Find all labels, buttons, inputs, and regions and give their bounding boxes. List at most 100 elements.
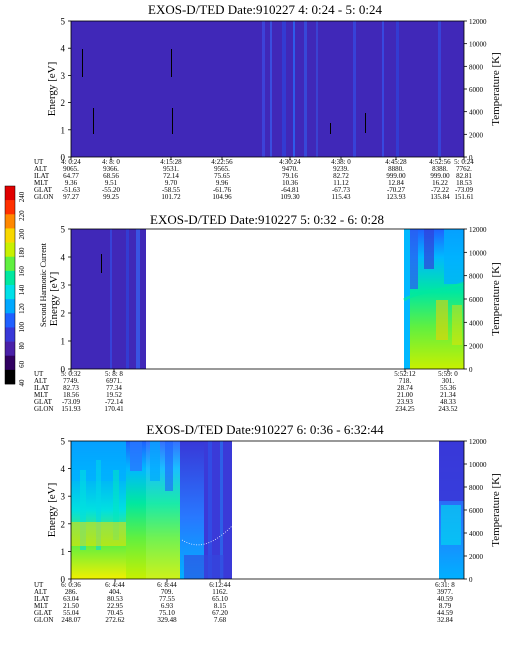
y2-tick-label: 12000 — [469, 226, 487, 234]
y-tick-label: 5 — [61, 225, 66, 235]
y2-tick-label: 4000 — [469, 109, 484, 117]
ephemeris-value-glat: -72.22 — [431, 186, 450, 194]
panel-1-streaks — [82, 21, 441, 157]
ephemeris-value-glat: -67.73 — [332, 186, 351, 194]
ephemeris-value-glat: 75.10 — [159, 609, 175, 617]
ephemeris-value-glat: 70.45 — [107, 609, 123, 617]
panel-3-data-right — [439, 441, 464, 579]
panel-2-left-streaks — [101, 229, 140, 369]
colorbar-tick-label: 100 — [18, 321, 26, 332]
ephemeris-value-ilat: 75.65 — [214, 172, 230, 180]
ephemeris-value-alt: 709. — [161, 588, 174, 596]
colorbar-tick-label: 140 — [18, 284, 26, 295]
ephemeris-value-glon: 248.07 — [61, 616, 81, 624]
colorbar-label: Second Harmonic Current — [39, 242, 48, 327]
y2-tick-label: 8000 — [469, 63, 484, 71]
colorbar: 40 60 80 100 120 140 160 180 200 220 240 Second Ha… — [4, 185, 48, 387]
panel-2-title: EXOS-D/TED Date:910227 5: 0:32 - 6: 0:28 — [150, 212, 384, 227]
ut-value: 4:30:24 — [279, 158, 301, 166]
ut-value: 4:52:56 — [429, 158, 451, 166]
y2-tick-label: 8000 — [469, 273, 484, 281]
colorbar-swatch — [5, 270, 15, 286]
ephemeris-value-glon: 123.93 — [386, 193, 406, 201]
ephemeris-value-mlt: 9.96 — [216, 179, 229, 187]
colorbar-tick-label: 40 — [18, 379, 26, 387]
ephemeris-value-glon: 151.61 — [454, 193, 474, 201]
panel-3-title: EXOS-D/TED Date:910227 6: 0:36 - 6:32:44 — [146, 422, 384, 437]
ephemeris-value-glon: 32.84 — [437, 616, 453, 624]
y2-tick-label: 6000 — [469, 86, 484, 94]
ut-value: 6:12:44 — [209, 581, 231, 589]
ephemeris-value-mlt: 21.00 — [397, 391, 413, 399]
panel-2-y-label: Energy [eV] — [48, 272, 60, 326]
y2-tick-label: 8000 — [469, 484, 484, 492]
y-tick-label: 5 — [61, 17, 66, 27]
ephemeris-row-label: ILAT — [34, 172, 50, 180]
ephemeris-row-label: ILAT — [34, 595, 50, 603]
ephemeris-value-ilat: 77.55 — [159, 595, 175, 603]
colorbar-swatch — [5, 355, 15, 371]
y-tick-label: 0 — [61, 575, 66, 585]
panel-3-y-label: Energy [eV] — [46, 483, 58, 537]
panel-2-x-axis — [70, 369, 449, 372]
y-tick-label: 1 — [61, 125, 66, 135]
ephemeris-value-ilat: 55.36 — [440, 384, 456, 392]
ephemeris-value-ilat: 40.59 — [437, 595, 453, 603]
colorbar-swatch — [5, 200, 15, 215]
ephemeris-value-glon: 109.30 — [280, 193, 300, 201]
ephemeris-value-glon: 329.48 — [157, 616, 177, 624]
ephemeris-value-alt: 404. — [109, 588, 122, 596]
ephemeris-value-ilat: 80.53 — [107, 595, 123, 603]
panel-1-plot-area — [71, 21, 464, 157]
ephemeris-value-alt: 8388. — [432, 165, 448, 173]
colorbar-swatch — [5, 242, 15, 258]
ephemeris-value-mlt: 9.70 — [165, 179, 178, 187]
y-tick-label: 0 — [61, 365, 66, 375]
y2-tick-label: 6000 — [469, 507, 484, 515]
colorbar-swatch — [5, 256, 15, 272]
panel-1: EXOS-D/TED Date:910227 4: 0:24 - 5: 0:24… — [34, 2, 502, 201]
panel-1-y-label: Energy [eV] — [46, 62, 58, 116]
ephemeris-row-label: GLAT — [34, 609, 53, 617]
colorbar-tick-label: 220 — [18, 210, 26, 221]
ephemeris-value-alt: 6971. — [106, 377, 122, 385]
ut-value: 4:45:28 — [385, 158, 407, 166]
ephemeris-value-ilat: 82.72 — [333, 172, 349, 180]
y2-tick-label: 0 — [469, 366, 473, 374]
colorbar-tick-label: 120 — [18, 303, 26, 314]
ephemeris-row-label: MLT — [34, 602, 49, 610]
y-tick-label: 4 — [61, 44, 66, 54]
ut-value: 4:38: 0 — [331, 158, 351, 166]
panel-3-data-left — [71, 441, 233, 579]
panel-2-left-axis: 0 1 2 3 4 5 — [61, 225, 465, 375]
ephemeris-value-glat: -58.55 — [162, 186, 181, 194]
ephemeris-row-label: GLON — [34, 193, 53, 201]
ephemeris-value-glon: 272.62 — [105, 616, 125, 624]
panel-1-x-axis — [70, 157, 465, 160]
ephemeris-value-glon: 99.25 — [103, 193, 119, 201]
y2-tick-label: 12000 — [469, 18, 487, 26]
ephemeris-value-glon: 170.41 — [104, 405, 124, 413]
ut-value: 4:15:28 — [160, 158, 182, 166]
ephemeris-value-mlt: 11.12 — [333, 179, 349, 187]
ephemeris-row-label: MLT — [34, 391, 49, 399]
y2-tick-label: 2000 — [469, 131, 484, 139]
ephemeris-row-label: ALT — [34, 377, 48, 385]
colorbar-ticks: 40 60 80 100 120 140 160 180 200 220 240 — [18, 191, 26, 386]
colorbar-swatches — [4, 185, 16, 385]
y2-tick-label: 4000 — [469, 530, 484, 538]
ephemeris-value-alt: 1162. — [212, 588, 228, 596]
y2-tick-label: 10000 — [469, 41, 487, 49]
panel-2-right-axis: 0 2000 4000 6000 8000 10000 12000 — [464, 226, 487, 374]
ephemeris-value-mlt: 12.84 — [388, 179, 404, 187]
y2-tick-label: 2000 — [469, 343, 484, 351]
ephemeris-value-ilat: 65.10 — [212, 595, 228, 603]
ut-value: 6: 4:44 — [105, 581, 125, 589]
y-tick-label: 5 — [61, 437, 66, 447]
ephemeris-value-mlt: 19.52 — [106, 391, 122, 399]
ephemeris-value-ilat: 999.00 — [430, 172, 450, 180]
panel-2-y2-label: Temperature [K] — [490, 262, 502, 335]
ephemeris-value-mlt: 21.34 — [440, 391, 456, 399]
